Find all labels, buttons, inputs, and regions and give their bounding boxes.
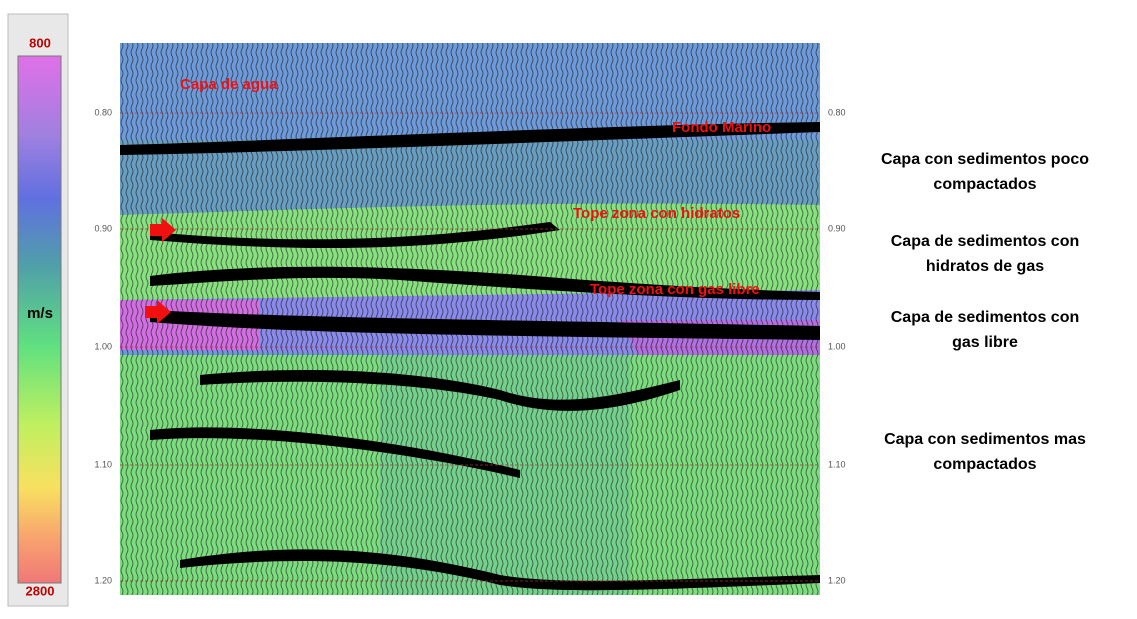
layer-label: Capa de sedimentos con xyxy=(891,309,1080,326)
annotation: Tope zona con hidratos xyxy=(573,205,740,222)
right-tick-label: 1.20 xyxy=(828,575,846,585)
annotation: Tope zona con gas libre xyxy=(590,281,760,298)
annotation: Fondo Marino xyxy=(672,119,771,136)
layer-label: Capa con sedimentos mas xyxy=(884,431,1086,448)
annotation: Capa de agua xyxy=(180,76,278,93)
arrow xyxy=(145,300,171,324)
colorbar-gradient xyxy=(17,55,62,584)
colorbar-top: 800 xyxy=(29,35,51,50)
right-tick-label: 0.80 xyxy=(828,107,846,117)
layer-label: gas libre xyxy=(952,334,1018,351)
right-tick-label: 0.90 xyxy=(828,223,846,233)
layer-labels: Capa con sedimentos poco compactados Capa … xyxy=(881,151,1089,473)
left-tick-label: 1.00 xyxy=(94,341,112,351)
left-tick-label: 0.80 xyxy=(94,107,112,117)
layer-label: compactados xyxy=(933,176,1036,193)
layer-label: Capa con sedimentos poco xyxy=(881,151,1089,168)
colorbar-bottom: 2800 xyxy=(26,583,55,598)
colorbar-unit: m/s xyxy=(27,305,53,322)
left-tick-label: 1.10 xyxy=(94,459,112,469)
layer-label: Capa de sedimentos con xyxy=(891,233,1080,250)
tick-layer: 0.80 0.90 1.00 1.10 1.20 0.80 0.90 1.00 1.10 1.20 xyxy=(94,107,845,585)
right-tick-label: 1.10 xyxy=(828,459,846,469)
left-tick-label: 1.20 xyxy=(94,575,112,585)
left-tick-label: 0.90 xyxy=(94,223,112,233)
layer-label: compactados xyxy=(933,456,1036,473)
seismic-section xyxy=(120,43,820,595)
right-tick-label: 1.00 xyxy=(828,341,846,351)
layer-label: hidratos de gas xyxy=(926,258,1044,275)
arrow xyxy=(150,218,176,242)
